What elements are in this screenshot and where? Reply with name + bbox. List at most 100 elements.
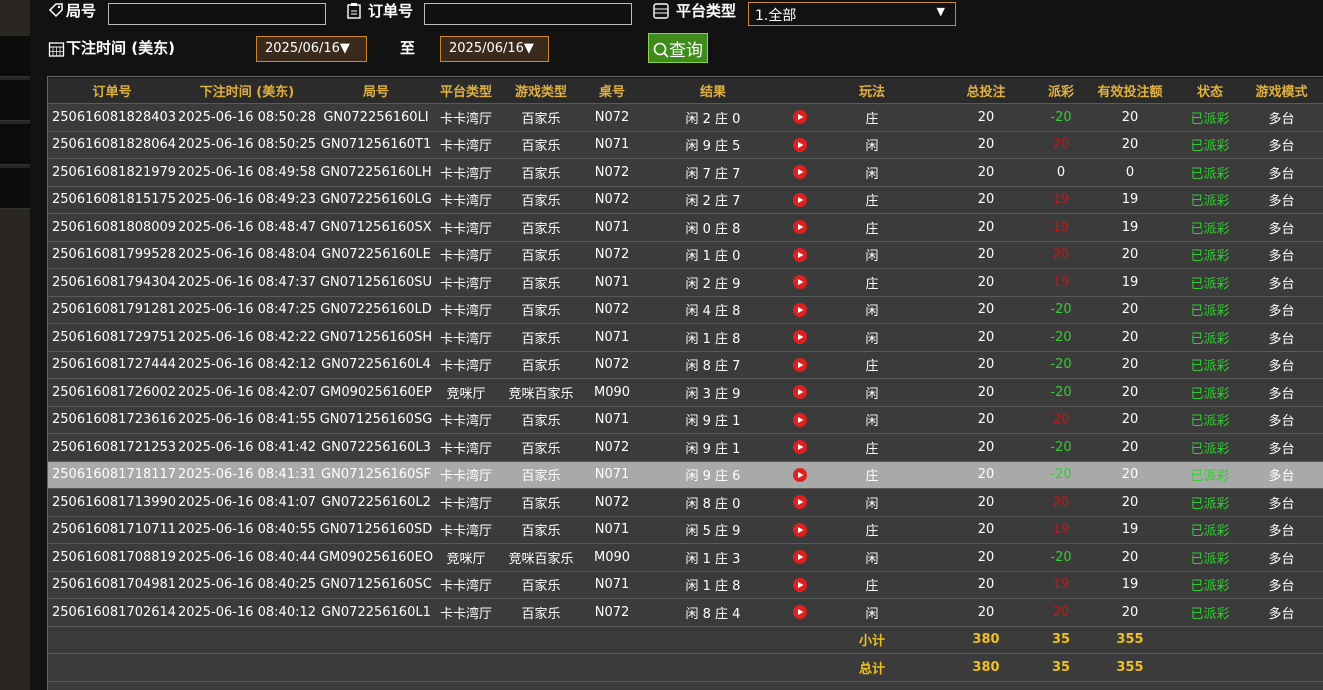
date-from[interactable]: 2025/06/16▼ xyxy=(256,36,367,62)
cell: 20 xyxy=(930,598,1042,627)
cell: 卡卡湾厅 xyxy=(434,268,498,297)
blank-cell xyxy=(584,626,640,654)
column-header: 游戏模式 xyxy=(1240,78,1323,104)
play-icon[interactable] xyxy=(793,302,807,317)
play-icon[interactable] xyxy=(793,577,807,592)
cell: N071 xyxy=(584,461,640,489)
play-icon[interactable] xyxy=(793,330,807,345)
menu-item[interactable] xyxy=(0,124,30,165)
cell: 2025-06-16 08:50:25 xyxy=(176,131,318,159)
cell: M090 xyxy=(584,543,640,572)
cell: 19 xyxy=(1042,268,1080,297)
cell: 19 xyxy=(1042,516,1080,544)
cell: 2025-06-16 08:50:28 xyxy=(176,103,318,132)
cell: 卡卡湾厅 xyxy=(434,186,498,214)
cell: 20 xyxy=(930,433,1042,462)
cell: 竞咪百家乐 xyxy=(498,378,584,407)
order-row: 250616081726002 2025-06-16 08:42:07 GM0902… xyxy=(48,378,1323,407)
blank-cell xyxy=(318,626,434,654)
blank-cell xyxy=(786,653,814,682)
cell: 2025-06-16 08:49:23 xyxy=(176,186,318,214)
menu-item[interactable] xyxy=(0,36,30,77)
cell: 多台 xyxy=(1240,296,1323,324)
cell: 百家乐 xyxy=(498,406,584,434)
cell: 闲 xyxy=(814,131,930,159)
cell: 19 xyxy=(1042,213,1080,242)
play-icon[interactable] xyxy=(793,412,807,427)
cell: 20 xyxy=(1080,241,1180,269)
play-icon[interactable] xyxy=(793,220,807,235)
play-cell xyxy=(786,461,814,489)
cell: 多台 xyxy=(1240,406,1323,434)
play-icon[interactable] xyxy=(793,247,807,262)
play-icon[interactable] xyxy=(793,467,807,482)
play-icon[interactable] xyxy=(793,275,807,290)
cell: 多台 xyxy=(1240,241,1323,269)
cell: 闲 1 庄 3 xyxy=(640,543,786,572)
order-label: 订单号 xyxy=(368,2,414,20)
column-header: 桌号 xyxy=(584,78,640,104)
play-icon[interactable] xyxy=(793,165,807,180)
cell: 250616081713990 xyxy=(48,488,176,517)
cell: 20 xyxy=(1080,598,1180,627)
cell: 2025-06-16 08:40:55 xyxy=(176,516,318,544)
cell: GN072256160LG xyxy=(318,186,434,214)
cell: 20 xyxy=(1042,406,1080,434)
round-input[interactable] xyxy=(108,3,326,25)
play-icon[interactable] xyxy=(793,192,807,207)
cell: N071 xyxy=(584,406,640,434)
cell: N072 xyxy=(584,488,640,517)
play-icon[interactable] xyxy=(793,357,807,372)
date-to[interactable]: 2025/06/16▼ xyxy=(440,36,549,62)
cell: 已派彩 xyxy=(1180,131,1240,159)
cell: GN071256160SX xyxy=(318,213,434,242)
column-header: 游戏类型 xyxy=(498,78,584,104)
cell: 已派彩 xyxy=(1180,488,1240,517)
platform-select[interactable]: 1.全部 ▼ xyxy=(748,2,956,26)
cell: 庄 xyxy=(814,351,930,379)
cell: 卡卡湾厅 xyxy=(434,103,498,132)
column-header: 订单号 xyxy=(48,78,176,104)
play-icon[interactable] xyxy=(793,550,807,565)
order-input[interactable] xyxy=(424,3,632,25)
play-icon[interactable] xyxy=(793,495,807,510)
play-cell xyxy=(786,433,814,462)
main-panel: 局号 订单号 平台类型 1.全部 ▼ 下注时间 (美东) 2025/06/16▼ … xyxy=(30,0,1323,690)
clipboard-icon xyxy=(347,3,361,19)
play-icon[interactable] xyxy=(793,522,807,537)
play-icon[interactable] xyxy=(793,110,807,125)
column-header: 结果 xyxy=(640,78,786,104)
cell: 百家乐 xyxy=(498,516,584,544)
menu-item[interactable] xyxy=(0,168,30,209)
cell: 卡卡湾厅 xyxy=(434,131,498,159)
cell: 20 xyxy=(1042,488,1080,517)
cell: N071 xyxy=(584,571,640,599)
cell: 闲 8 庄 0 xyxy=(640,488,786,517)
cell: 20 xyxy=(1080,488,1180,517)
cell: 闲 2 庄 7 xyxy=(640,186,786,214)
query-button[interactable]: 查询 xyxy=(648,33,708,63)
cell: 20 xyxy=(1042,241,1080,269)
play-icon[interactable] xyxy=(793,137,807,152)
cell: 闲 9 庄 1 xyxy=(640,406,786,434)
menu-item[interactable] xyxy=(0,80,30,121)
order-row: 250616081828064 2025-06-16 08:50:25 GN0712… xyxy=(48,131,1323,159)
play-icon[interactable] xyxy=(793,605,807,620)
order-row: 250616081815175 2025-06-16 08:49:23 GN0722… xyxy=(48,186,1323,214)
play-icon[interactable] xyxy=(793,440,807,455)
cell: 卡卡湾厅 xyxy=(434,461,498,489)
cell: 20 xyxy=(930,296,1042,324)
cell: 闲 9 庄 1 xyxy=(640,433,786,462)
total-valid: 355 xyxy=(1080,653,1180,682)
cell: 20 xyxy=(1080,433,1180,462)
subtotal-valid: 355 xyxy=(1080,626,1180,654)
cell: 闲 7 庄 7 xyxy=(640,158,786,187)
play-icon[interactable] xyxy=(793,385,807,400)
cell: 250616081791281 xyxy=(48,296,176,324)
cell: 2025-06-16 08:41:42 xyxy=(176,433,318,462)
cell: 20 xyxy=(1042,598,1080,627)
play-cell xyxy=(786,268,814,297)
cell: 闲 xyxy=(814,241,930,269)
subtotal-row: 小计 380 35 355 xyxy=(48,626,1323,654)
